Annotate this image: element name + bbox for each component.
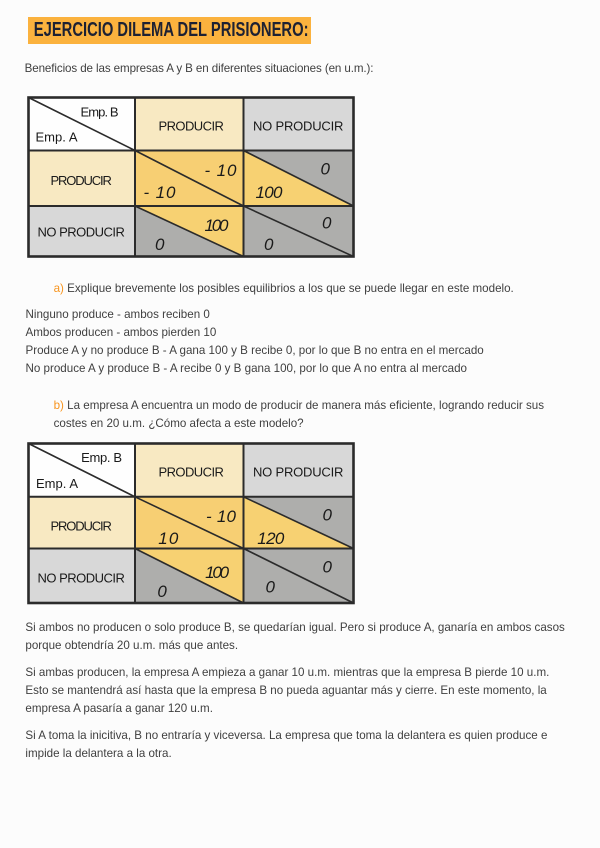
svg-text:Emp. B: Emp. B xyxy=(80,104,118,119)
svg-text:- 10: - 10 xyxy=(204,161,237,180)
svg-text:0: 0 xyxy=(264,235,274,254)
svg-text:NO PRODUCIR: NO PRODUCIR xyxy=(37,571,125,586)
svg-text:0: 0 xyxy=(322,213,332,232)
svg-text:- 10: - 10 xyxy=(206,507,237,526)
svg-text:Emp. A: Emp. A xyxy=(36,476,78,491)
svg-text:0: 0 xyxy=(157,582,167,601)
svg-text:PRODUCIR: PRODUCIR xyxy=(158,465,224,480)
svg-text:Emp. A: Emp. A xyxy=(35,129,77,144)
svg-text:10: 10 xyxy=(158,529,179,548)
svg-text:NO PRODUCIR: NO PRODUCIR xyxy=(253,118,344,133)
svg-text:100: 100 xyxy=(205,563,230,582)
svg-text:0: 0 xyxy=(320,159,330,178)
svg-text:PRODUCIR: PRODUCIR xyxy=(158,118,224,133)
svg-text:0: 0 xyxy=(265,578,275,597)
svg-text:NO PRODUCIR: NO PRODUCIR xyxy=(253,465,344,480)
svg-text:PRODUCIR: PRODUCIR xyxy=(50,519,112,534)
svg-text:100: 100 xyxy=(204,216,229,235)
svg-text:NO PRODUCIR: NO PRODUCIR xyxy=(37,224,125,239)
svg-text:0: 0 xyxy=(322,558,332,577)
svg-text:100: 100 xyxy=(255,183,283,202)
svg-text:Emp. B: Emp. B xyxy=(81,450,122,465)
svg-text:0: 0 xyxy=(322,506,332,525)
svg-text:120: 120 xyxy=(257,529,285,548)
svg-text:PRODUCIR: PRODUCIR xyxy=(50,173,112,188)
svg-text:0: 0 xyxy=(155,235,165,254)
svg-text:- 10: - 10 xyxy=(143,183,176,202)
